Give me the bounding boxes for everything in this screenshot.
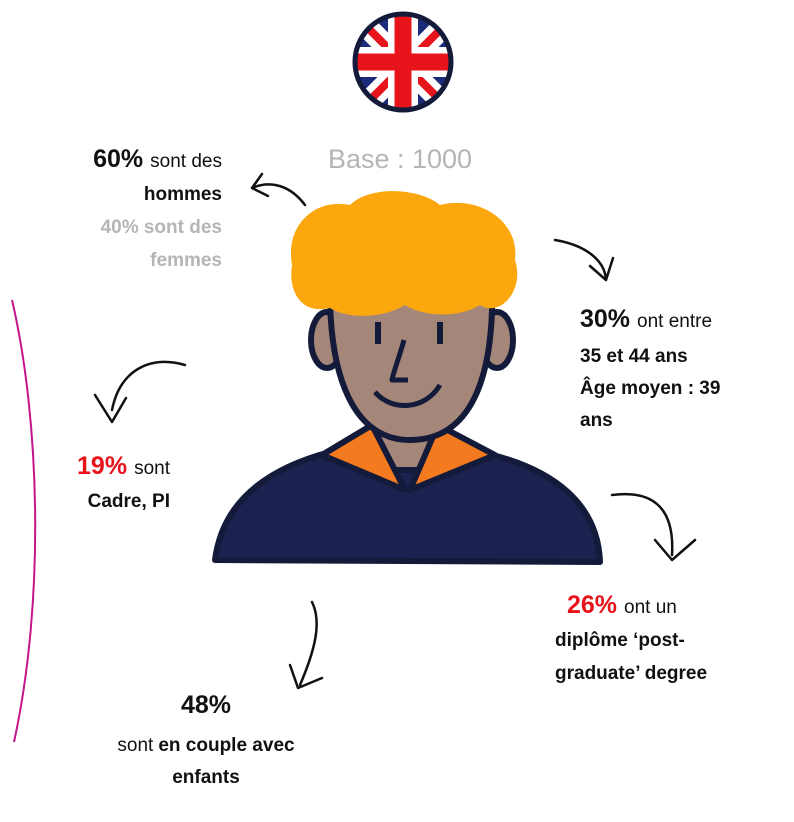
text: ont un [624, 597, 677, 618]
uk-flag [352, 11, 454, 113]
gender-line: hommes [144, 184, 222, 205]
degree-headline: 26% ont un [567, 591, 677, 619]
degree-line: diplôme ‘post- [555, 630, 685, 651]
bold-text: en couple avec [158, 735, 295, 756]
text: sont des [150, 151, 222, 172]
figure: 19% [77, 452, 127, 480]
job-line: Cadre, PI [88, 491, 170, 512]
age-headline: 30% ont entre [580, 305, 712, 333]
gender-secondary: femmes [150, 250, 222, 271]
figure: 26% [567, 591, 617, 619]
text: sont [117, 735, 154, 756]
age-line: Âge moyen : 39 [580, 377, 720, 399]
family-line: enfants [172, 767, 240, 788]
figure: 60% [93, 145, 143, 173]
text: sont [134, 458, 171, 479]
side-curve [11, 299, 37, 743]
family-figure: 48% [181, 691, 231, 719]
figure: 30% [580, 305, 630, 333]
base-label: Base : 1000 [328, 144, 472, 174]
age-line: 35 et 44 ans [580, 346, 688, 367]
family-line: sont en couple avec [117, 735, 295, 756]
arrows [11, 172, 697, 743]
person-illustration [212, 191, 603, 565]
job-headline: 19% sont [77, 452, 171, 480]
gender-secondary: 40% sont des [101, 217, 222, 238]
age-line: ans [580, 410, 613, 431]
degree-line: graduate’ degree [555, 663, 707, 684]
gender-headline: 60% sont des [93, 145, 222, 173]
text: ont entre [637, 311, 712, 332]
